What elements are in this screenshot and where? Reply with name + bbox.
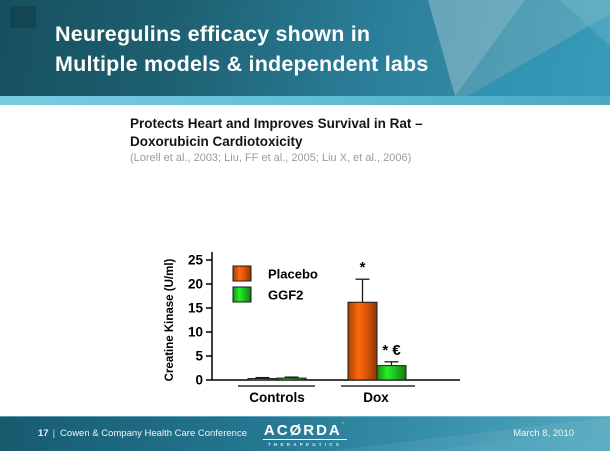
header-decor-shapes xyxy=(428,0,610,96)
header-corner-accent xyxy=(10,6,36,28)
footer-bar: 17 | Cowen & Company Health Care Conferenc… xyxy=(0,416,610,451)
y-tick-label-20: 20 xyxy=(188,277,203,292)
y-tick-label-15: 15 xyxy=(188,301,204,316)
bar-placebo-controls xyxy=(247,378,278,381)
y-tick-label-10: 10 xyxy=(188,325,203,340)
legend-label-ggf2: GGF2 xyxy=(268,288,303,303)
category-label-controls: Controls xyxy=(249,390,305,405)
legend-swatch-ggf2 xyxy=(232,286,252,303)
legend-swatch-placebo xyxy=(232,265,252,282)
content-heading: Protects Heart and Improves Survival in … xyxy=(130,115,423,150)
footer-separator: | xyxy=(52,428,56,439)
legend-label-placebo: Placebo xyxy=(268,267,318,282)
y-tick-label-0: 0 xyxy=(195,373,203,388)
y-tick-label-25: 25 xyxy=(188,253,204,268)
bar-chart: 0 5 10 15 20 25 * * € Controls Dox Placebo GGF2 Crea… xyxy=(164,252,460,405)
significance-annotation: * € xyxy=(382,342,401,359)
slide-title-line1: Neuregulins efficacy shown in xyxy=(55,22,371,46)
slide-title: Neuregulins efficacy shown in Multiple m… xyxy=(55,19,429,79)
y-tick-label-5: 5 xyxy=(195,349,203,364)
header-banner: Neuregulins efficacy shown in Multiple m… xyxy=(0,0,610,96)
footer-conference-name: Cowen & Company Health Care Conference xyxy=(60,428,247,439)
bar-placebo-dox xyxy=(347,301,378,381)
y-axis-title: Creatine Kinase (U/ml) xyxy=(164,258,176,381)
bar-ggf2-dox xyxy=(376,365,407,381)
bar-ggf2-controls xyxy=(276,377,307,381)
slide-title-line2: Multiple models & independent labs xyxy=(55,52,429,76)
acorda-logo: ACØRDA´ THERAPEUTICS xyxy=(262,422,348,447)
content-heading-line1: Protects Heart and Improves Survival in … xyxy=(130,116,423,131)
citation-text: (Lorell et al., 2003; Liu, FF et al., 20… xyxy=(130,152,412,164)
acorda-logo-trademark: ´ xyxy=(341,423,347,430)
acorda-logo-wordmark: ACØRDA´ xyxy=(262,422,348,440)
footer-date: March 8, 2010 xyxy=(513,428,574,439)
content-heading-line2: Doxorubicin Cardiotoxicity xyxy=(130,133,303,149)
footer-conference: 17 | Cowen & Company Health Care Conferenc… xyxy=(38,428,247,439)
significance-annotation: * xyxy=(360,259,366,276)
category-label-dox: Dox xyxy=(363,390,389,405)
accent-strip xyxy=(0,96,610,105)
acorda-logo-subtext: THERAPEUTICS xyxy=(267,442,343,447)
slide-number: 17 xyxy=(38,428,49,439)
footer-decor-shapes xyxy=(330,417,610,451)
acorda-logo-text: ACØRDA xyxy=(263,422,342,439)
